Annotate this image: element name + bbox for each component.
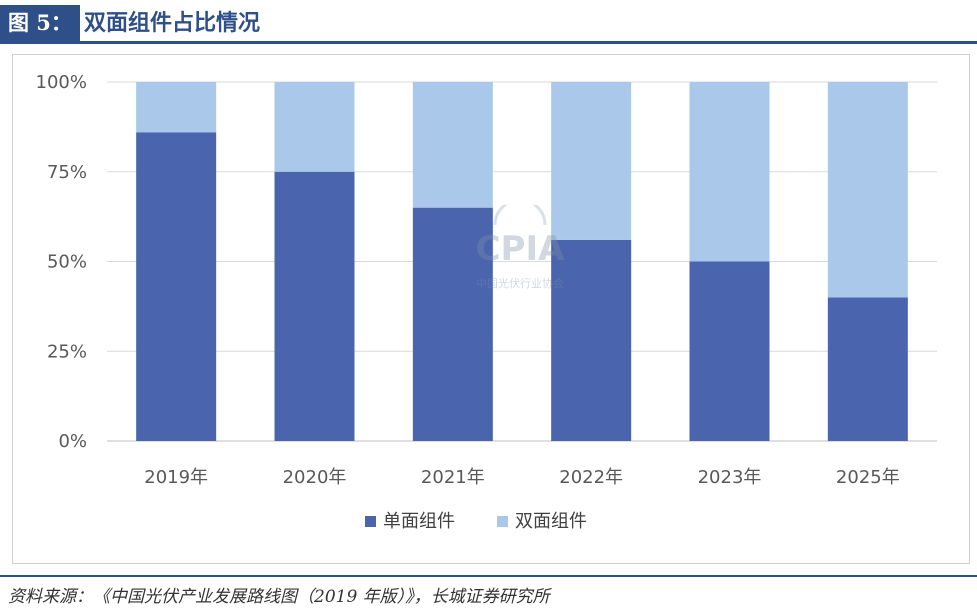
bar-segment — [827, 297, 908, 441]
legend-label: 双面组件 — [515, 511, 587, 532]
grid-lines — [107, 81, 937, 442]
x-tick-label: 2023年 — [698, 467, 762, 488]
x-tick-label: 2022年 — [559, 467, 623, 488]
stacked-bar-chart: 0% 25% 50% 75% 100% 2019年 2020年 2021年 2022年 2023… — [36, 72, 937, 532]
bar-segment — [274, 82, 355, 172]
source-rule — [0, 575, 977, 577]
bar-segment — [412, 82, 493, 208]
y-tick-label: 75% — [47, 162, 87, 183]
legend-swatch — [365, 516, 376, 527]
x-axis: 2019年 2020年 2021年 2022年 2023年 2025年 — [144, 467, 899, 488]
y-axis: 0% 25% 50% 75% 100% — [36, 72, 87, 452]
x-tick-label: 2020年 — [283, 467, 347, 488]
y-tick-label: 50% — [47, 252, 87, 273]
legend-label: 单面组件 — [383, 511, 455, 532]
figure-title: 双面组件占比情况 — [84, 10, 261, 36]
y-tick-label: 0% — [58, 431, 87, 452]
legend: 单面组件 双面组件 — [365, 511, 587, 532]
source-note: 资料来源：《中国光伏产业发展路线图（2019 年版）》，长城证券研究所 — [8, 587, 550, 607]
bar-segment — [412, 207, 493, 441]
bar-segment — [689, 261, 770, 441]
bar-segment — [136, 82, 217, 133]
x-tick-label: 2019年 — [144, 467, 208, 488]
bar-group — [136, 82, 908, 441]
y-tick-label: 100% — [36, 72, 87, 93]
y-tick-label: 25% — [47, 341, 87, 362]
bar-segment — [689, 82, 770, 262]
x-tick-label: 2025年 — [836, 467, 900, 488]
bar-segment — [136, 132, 217, 441]
watermark-logo-text: CPIA — [476, 229, 566, 269]
figure-number: 图 5： — [0, 5, 80, 41]
figure-header: 图 5： 双面组件占比情况 — [0, 0, 977, 44]
bar-segment — [551, 82, 632, 240]
cpia-watermark: CPIA 中国光伏行业协会 — [476, 205, 566, 290]
chart-frame — [12, 54, 970, 564]
bar-segment — [274, 171, 355, 441]
bar-segment — [551, 239, 632, 441]
bar-segment — [827, 82, 908, 298]
x-tick-label: 2021年 — [421, 467, 485, 488]
watermark-subtext: 中国光伏行业协会 — [476, 276, 564, 290]
legend-swatch — [497, 516, 508, 527]
header-rule — [0, 41, 977, 44]
